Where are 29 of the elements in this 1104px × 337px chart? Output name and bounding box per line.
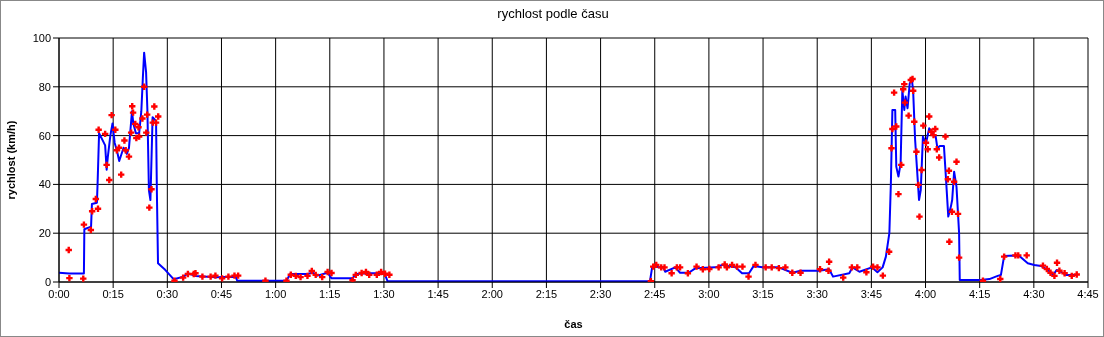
x-tick-label: 4:00 [914, 287, 937, 300]
x-tick-label: 3:15 [752, 287, 774, 300]
x-tick-label: 1:00 [264, 287, 287, 300]
x-tick-label: 1:30 [373, 287, 395, 300]
x-tick-label: 3:45 [860, 287, 883, 300]
x-axis-title: čas [564, 318, 583, 330]
y-tick-label: 80 [38, 80, 51, 93]
x-tick-label: 0:00 [48, 287, 70, 300]
x-tick-label: 4:30 [1023, 287, 1045, 300]
x-tick-label: 2:45 [644, 287, 666, 300]
x-tick-label: 1:15 [319, 287, 341, 300]
x-tick-label: 2:15 [535, 287, 558, 300]
y-tick-label: 0 [44, 275, 51, 288]
y-tick-label: 20 [38, 227, 51, 240]
x-tick-label: 0:45 [210, 287, 233, 300]
x-tick-label: 3:00 [698, 287, 720, 300]
x-tick-label: 0:30 [156, 287, 179, 300]
x-tick-label: 3:30 [806, 287, 828, 300]
x-tick-label: 1:45 [427, 287, 449, 300]
y-tick-label: 100 [32, 31, 51, 44]
x-tick-label: 0:15 [102, 287, 124, 300]
x-tick-label: 2:30 [589, 287, 612, 300]
y-tick-label: 40 [38, 178, 51, 191]
chart-title: rychlost podle času [496, 6, 610, 21]
x-tick-label: 4:15 [968, 287, 991, 300]
y-axis-title: rychlost (km/h) [4, 120, 17, 200]
x-tick-label: 4:45 [1077, 287, 1099, 300]
y-tick-label: 60 [38, 129, 51, 142]
x-tick-label: 2:00 [481, 287, 503, 300]
